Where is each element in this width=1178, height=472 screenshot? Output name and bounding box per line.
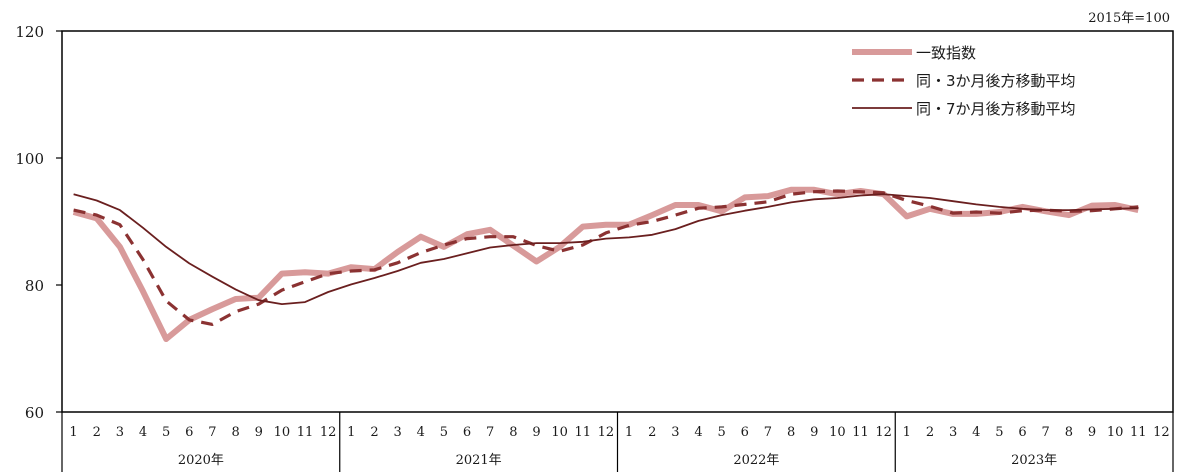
x-month-label: 6 xyxy=(463,425,471,440)
x-month-label: 2 xyxy=(926,425,934,440)
series-line-2 xyxy=(73,189,1139,326)
plot-frame xyxy=(61,30,1174,413)
y-tick-label: 100 xyxy=(15,150,44,168)
x-month-label: 7 xyxy=(486,425,494,440)
legend-label-1: 一致指数 xyxy=(916,44,976,62)
x-month-label: 3 xyxy=(671,425,679,440)
x-month-label: 2 xyxy=(93,425,101,440)
series-line-3 xyxy=(73,193,1139,306)
x-month-label: 2 xyxy=(370,425,378,440)
legend-label-2: 同・3か月後方移動平均 xyxy=(916,72,1076,90)
x-month-label: 1 xyxy=(347,425,355,440)
x-month-label: 10 xyxy=(829,425,846,440)
x-month-label: 6 xyxy=(1018,425,1026,440)
x-month-label: 6 xyxy=(741,425,749,440)
x-month-label: 11 xyxy=(1130,425,1147,440)
x-month-label: 5 xyxy=(440,425,448,440)
x-month-label: 2 xyxy=(648,425,656,440)
x-month-label: 10 xyxy=(551,425,568,440)
x-month-label: 3 xyxy=(949,425,957,440)
x-month-label: 4 xyxy=(139,425,147,440)
x-year-label: 2022年 xyxy=(733,453,779,468)
x-month-label: 9 xyxy=(1088,425,1096,440)
x-month-label: 5 xyxy=(162,425,170,440)
x-month-label: 5 xyxy=(995,425,1003,440)
x-month-label: 11 xyxy=(852,425,869,440)
x-month-label: 9 xyxy=(810,425,818,440)
x-month-label: 8 xyxy=(509,425,517,440)
x-month-label: 7 xyxy=(764,425,772,440)
x-year-label: 2020年 xyxy=(178,453,224,468)
x-month-label: 10 xyxy=(1107,425,1124,440)
x-month-label: 8 xyxy=(231,425,239,440)
x-month-label: 12 xyxy=(320,425,337,440)
y-tick-label: 60 xyxy=(25,404,44,422)
x-month-label: 1 xyxy=(903,425,911,440)
x-month-label: 7 xyxy=(208,425,216,440)
x-month-label: 11 xyxy=(297,425,314,440)
x-month-label: 5 xyxy=(718,425,726,440)
x-year-label: 2021年 xyxy=(456,453,502,468)
x-month-label: 9 xyxy=(255,425,263,440)
x-month-label: 4 xyxy=(417,425,425,440)
x-month-label: 1 xyxy=(625,425,633,440)
x-month-label: 4 xyxy=(972,425,980,440)
x-axis: 1 2 3 4 5 6 7 8 9 10 11 12 1 2 3 4 5 6 7 8 9 10 11 12 1 2 3 4 5 6 7 8 9 1… xyxy=(61,412,1174,472)
x-month-label: 8 xyxy=(787,425,795,440)
x-month-label: 12 xyxy=(598,425,615,440)
x-month-label: 3 xyxy=(393,425,401,440)
x-month-label: 8 xyxy=(1065,425,1073,440)
series-lines xyxy=(72,186,1139,342)
legend-label-3: 同・7か月後方移動平均 xyxy=(916,100,1076,118)
y-tick-label: 80 xyxy=(25,277,44,295)
x-month-label: 11 xyxy=(575,425,592,440)
x-month-label: 1 xyxy=(69,425,77,440)
unit-note: 2015年=100 xyxy=(1088,11,1170,26)
x-year-label: 2023年 xyxy=(1011,453,1057,468)
x-month-label: 6 xyxy=(185,425,193,440)
y-axis-labels: 60 80 100 120 xyxy=(15,23,62,422)
x-month-label: 3 xyxy=(116,425,124,440)
x-month-label: 10 xyxy=(274,425,291,440)
x-month-label: 7 xyxy=(1042,425,1050,440)
x-month-label: 4 xyxy=(694,425,702,440)
x-month-label: 12 xyxy=(875,425,892,440)
x-month-label: 9 xyxy=(532,425,540,440)
y-tick-label: 120 xyxy=(15,23,44,41)
x-month-label: 12 xyxy=(1153,425,1170,440)
